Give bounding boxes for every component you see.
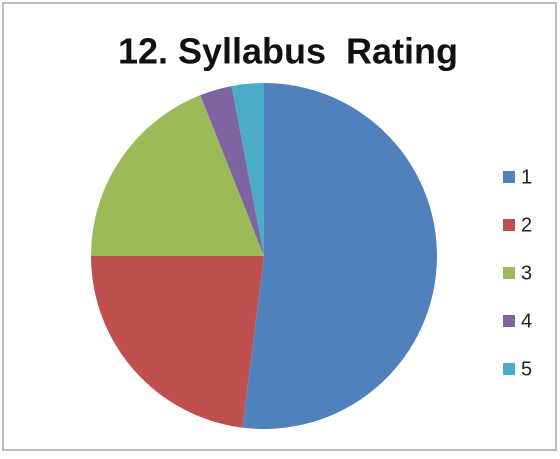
- legend-swatch: [503, 315, 515, 327]
- legend-label: 2: [521, 214, 532, 236]
- pie-slice: [91, 95, 264, 256]
- legend-label: 4: [521, 310, 532, 332]
- legend-swatch: [503, 363, 515, 375]
- pie-slice: [231, 83, 264, 256]
- pie-slice: [242, 83, 438, 430]
- pie-slice: [200, 86, 264, 257]
- legend-swatch: [503, 219, 515, 231]
- pie-slice: [91, 256, 264, 428]
- legend-swatch: [503, 171, 515, 183]
- legend-label: 1: [521, 166, 532, 188]
- legend-label: 5: [521, 358, 532, 380]
- legend-swatch: [503, 267, 515, 279]
- chart-title: 12. Syllabus Rating: [118, 31, 458, 72]
- legend-label: 3: [521, 262, 532, 284]
